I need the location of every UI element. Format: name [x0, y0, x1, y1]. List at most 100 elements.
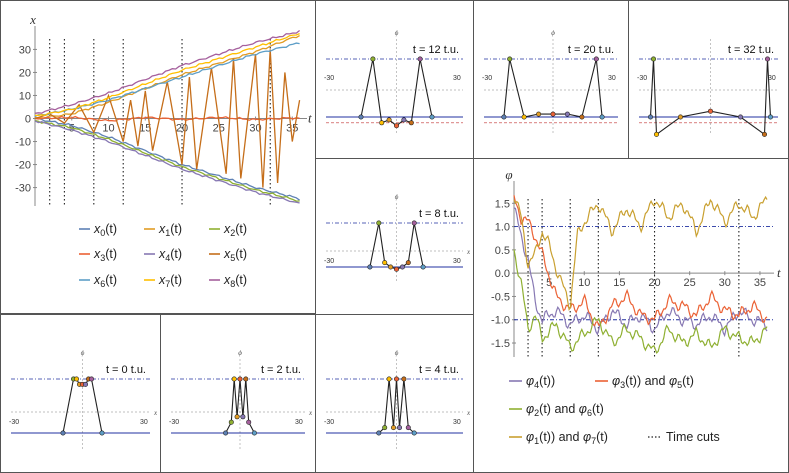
legend-label-x8: x8(t) [223, 273, 247, 289]
x-tick-label: -30 [637, 75, 647, 82]
x-tick-label: -30 [324, 75, 334, 82]
x-tick-label: 10 [102, 123, 114, 135]
kink-point [99, 430, 105, 436]
kink-point [738, 114, 744, 120]
y-tick-label: 0 [25, 114, 31, 126]
kink-point [388, 264, 394, 270]
y-tick-label: 0.0 [495, 268, 510, 280]
series-line-x5 [34, 49, 301, 188]
x-tick-label: -30 [9, 419, 19, 426]
series-line-x6 [34, 42, 300, 118]
x-tick-label: 30 [249, 123, 261, 135]
kink-point [386, 117, 392, 123]
kink-point [379, 120, 385, 126]
phi-axis-label: ϕ [395, 29, 399, 37]
x-tick-label: 15 [613, 277, 625, 289]
kink-point [408, 120, 414, 126]
kink-point [579, 114, 585, 120]
y-tick-label: -30 [15, 183, 31, 195]
kink-point [768, 114, 774, 120]
kink-point [376, 430, 382, 436]
kink-point [394, 123, 400, 129]
kink-point [397, 425, 403, 431]
y-axis-label: x [29, 12, 36, 27]
snapshot-chart-t8: ϕ x -30 30 t = 8 t.u. [324, 193, 471, 283]
y-tick-label: -1.0 [491, 315, 510, 327]
phase-series-line [513, 195, 768, 311]
snapshot-panel-t4: ϕ x -30 30 t = 4 t.u. [315, 314, 474, 473]
y-tick-label: -0.5 [491, 291, 510, 303]
legend-label-x5: x5(t) [223, 247, 247, 263]
time-label: t = 20 t.u. [568, 44, 614, 56]
x-axis-label: x [466, 409, 471, 417]
x-tick-label: 30 [608, 75, 616, 82]
y-tick-label: 0.5 [495, 245, 510, 257]
kink-point [708, 108, 714, 114]
x-tick-label: 30 [719, 277, 731, 289]
x-axis-label: t [777, 265, 781, 280]
x-tick-label: -30 [169, 419, 179, 426]
legend-label-x4: x4(t) [158, 247, 182, 263]
kink-point [405, 260, 411, 266]
x-axis-label: x [466, 248, 471, 256]
y-tick-label: 1.5 [495, 198, 510, 210]
x-tick-label: 30 [453, 419, 461, 426]
kink-point [650, 56, 656, 62]
kink-point [237, 376, 243, 382]
x-tick-label: 15 [139, 123, 151, 135]
legend-label-x3: x3(t) [93, 247, 117, 263]
phase-series-line [513, 207, 768, 338]
legend-label-phi2-phi6: φ2(t) and φ6(t) [526, 402, 604, 418]
time-label: t = 4 t.u. [419, 364, 459, 376]
kink-point [507, 56, 513, 62]
snapshot-chart-t12: ϕ -30 30 t = 12 t.u. [324, 29, 463, 133]
x-tick-label: 10 [578, 277, 590, 289]
legend-label-x6: x6(t) [93, 273, 117, 289]
kink-point [240, 414, 246, 420]
y-tick-label: 1.0 [495, 222, 510, 234]
kink-point [382, 425, 388, 431]
kink-point [391, 425, 397, 431]
snapshot-chart-t32: -30 30 t = 32 t.u. [637, 39, 778, 137]
legend-label-x1: x1(t) [158, 222, 182, 238]
x-axis-label: x [153, 409, 158, 417]
kink-point [60, 430, 66, 436]
phi-axis-label: ϕ [551, 29, 555, 37]
x-tick-label: 25 [684, 277, 696, 289]
kink-point [223, 430, 229, 436]
kink-point [762, 131, 768, 137]
phase-series-line [513, 249, 768, 355]
trajectory-panel: x t 5 10 15 20 25 30 35 -30 -20 -10 0 10 20 30 x0(t) x1(t… [0, 0, 316, 314]
kink-point [89, 376, 95, 382]
x-tick-label: 30 [768, 75, 776, 82]
y-tick-label: 20 [19, 67, 31, 79]
snapshot-panel-t12: ϕ -30 30 t = 12 t.u. [315, 0, 474, 159]
series-line-x0 [35, 117, 300, 201]
kink-point [564, 111, 570, 117]
kink-point [677, 114, 683, 120]
x-tick-label: 30 [295, 419, 303, 426]
kink-point [376, 220, 382, 226]
kink-point [411, 220, 417, 226]
y-tick-label: 10 [19, 90, 31, 102]
kink-point [647, 114, 653, 120]
kink-point [399, 264, 405, 270]
x-tick-label: -30 [324, 258, 334, 265]
y-tick-label: -20 [15, 160, 31, 172]
time-label: t = 0 t.u. [106, 364, 146, 376]
kink-point [405, 425, 411, 431]
kink-point [394, 376, 400, 382]
x-tick-label: -30 [482, 75, 492, 82]
x-tick-label: 30 [453, 75, 461, 82]
x-tick-label: 35 [286, 123, 298, 135]
series-line-x2 [34, 119, 300, 202]
kink-point [401, 376, 407, 382]
phase-series-line [513, 195, 768, 327]
kink-point [367, 264, 373, 270]
series-line-x1 [34, 35, 300, 119]
series-line-x8 [34, 29, 301, 114]
time-label: t = 12 t.u. [413, 44, 459, 56]
x-tick-label: 5 [546, 277, 552, 289]
series-line-x7 [34, 33, 300, 117]
